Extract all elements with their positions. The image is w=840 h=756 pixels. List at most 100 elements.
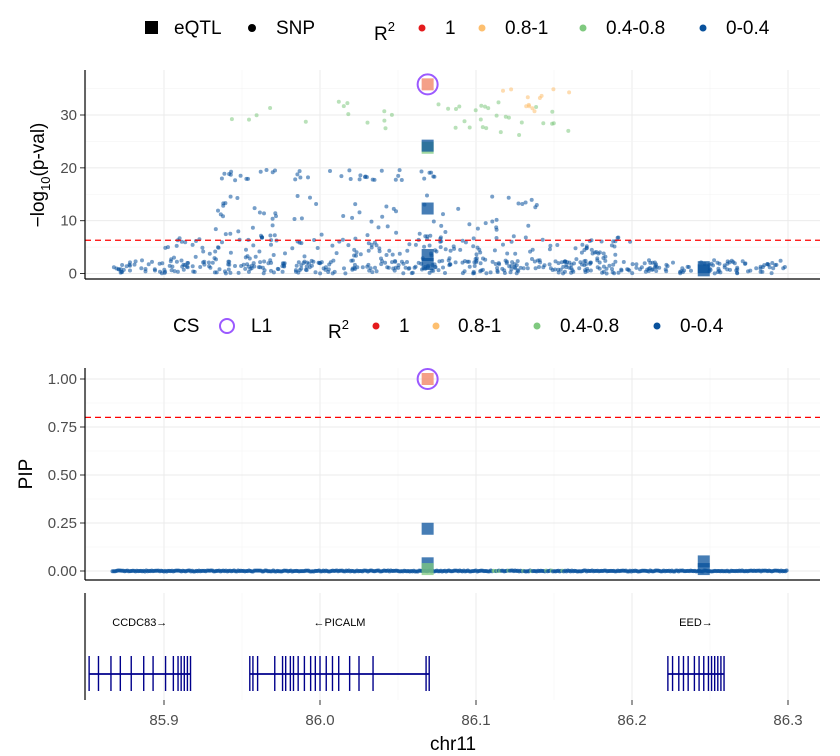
snp-point (712, 258, 717, 263)
snp-point (340, 237, 345, 242)
snp-point (363, 174, 368, 179)
snp-point (132, 262, 137, 267)
x-tick-label: 86.0 (305, 712, 334, 729)
snp-point (740, 259, 745, 264)
snp-point (184, 264, 189, 269)
snp-point (383, 260, 388, 265)
legend-r2-0-04-dot (699, 24, 707, 32)
snp-point (509, 267, 514, 272)
snp-point (541, 121, 546, 126)
snp-point (193, 254, 198, 259)
snp-point (412, 265, 417, 270)
snp-point (253, 254, 258, 259)
snp-point (323, 267, 328, 272)
snp-point (348, 177, 353, 181)
snp-point (118, 270, 123, 275)
snp-point (201, 249, 206, 254)
snp-point (150, 259, 154, 264)
snp-point (648, 266, 652, 270)
legend-cs-title: CS (173, 316, 199, 337)
snp-point (401, 271, 406, 276)
snp-point (483, 104, 487, 109)
snp-point (236, 270, 241, 275)
snp-point (550, 109, 555, 114)
snp-point (716, 266, 721, 271)
snp-point (521, 266, 526, 271)
snp-point (379, 256, 383, 261)
legend-mid-r2-1-dot (372, 322, 380, 330)
snp-point (584, 245, 589, 250)
snp-point (233, 264, 237, 268)
snp-point (309, 263, 314, 268)
legend-eqtl-label: eQTL (174, 18, 222, 39)
snp-point (219, 176, 224, 181)
snp-point (352, 253, 357, 258)
legend-mid-r2-04-08-label: 0.4-0.8 (560, 316, 619, 337)
snp-point (743, 261, 748, 266)
snp-point (370, 270, 375, 275)
snp-point (425, 193, 429, 198)
snp-point (478, 261, 483, 266)
snp-point (397, 251, 402, 256)
snp-point (579, 250, 584, 255)
snp-point (471, 244, 476, 249)
snp-point (505, 251, 510, 256)
snp-point (486, 106, 491, 111)
snp-point (634, 262, 639, 267)
snp-point (365, 233, 370, 238)
y-tick-label: 0.75 (48, 419, 77, 436)
snp-point (374, 269, 379, 274)
snp-point (330, 243, 335, 248)
fine-mapping-points (85, 368, 820, 576)
snp-point (207, 251, 212, 256)
snp-point (506, 195, 511, 200)
snp-point (179, 258, 184, 263)
snp-point (405, 248, 410, 253)
snp-point (357, 210, 362, 215)
snp-point (504, 261, 509, 266)
snp-point (396, 263, 401, 268)
snp-point (406, 266, 411, 271)
legend-mid-r2-1-label: 1 (399, 316, 410, 337)
snp-point (181, 267, 186, 272)
legend-r2-04-08-dot (579, 24, 587, 32)
association-panel: 0 10 20 30 −log10(p-val) (28, 70, 820, 283)
snp-point (443, 247, 448, 252)
snp-point (516, 269, 521, 274)
snp-point (299, 263, 304, 268)
snp-point (210, 260, 215, 265)
snp-point (534, 105, 539, 109)
snp-point (537, 265, 541, 269)
snp-point (502, 271, 507, 275)
snp-point (133, 259, 138, 264)
square-icon (145, 21, 158, 34)
snp-point (589, 247, 594, 252)
snp-point (341, 104, 346, 109)
snp-point (484, 271, 489, 276)
snp-point (417, 231, 422, 236)
snp-point (172, 269, 177, 274)
snp-point (270, 216, 275, 221)
snp-point (226, 262, 231, 267)
snp-point (532, 259, 537, 264)
snp-point (266, 261, 271, 266)
gene-track-genes: CCDC83→ ←PICALM EED→ (88, 617, 725, 691)
snp-point (236, 229, 241, 234)
eqtl-point (421, 373, 434, 385)
gene-track-x-ticks: 85.9 86.0 86.1 86.2 86.3 (149, 700, 803, 729)
fine-mapping-y-ticks: 0.00 0.25 0.50 0.75 1.00 (48, 371, 85, 580)
snp-point (311, 259, 316, 264)
snp-point (467, 125, 472, 130)
gene-track-panel: CCDC83→ ←PICALM EED→ 85.9 86.0 86.1 86.2 86.3 … (84, 593, 803, 755)
snp-point (496, 100, 501, 105)
snp-point (212, 270, 217, 275)
snp-point (566, 128, 571, 133)
snp-point (243, 266, 248, 271)
snp-point (251, 243, 256, 248)
snp-point (163, 245, 168, 250)
snp-point (369, 219, 374, 224)
snp-point (533, 266, 538, 271)
snp-point (748, 268, 753, 273)
snp-point (490, 259, 495, 264)
